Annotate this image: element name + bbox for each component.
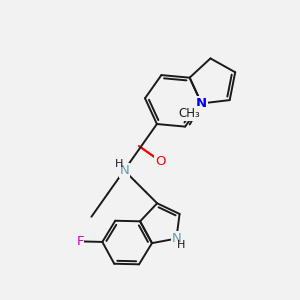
- Text: H: H: [177, 240, 185, 250]
- Text: O: O: [155, 154, 166, 168]
- Text: CH₃: CH₃: [179, 107, 201, 120]
- Text: N: N: [172, 232, 181, 245]
- Text: N: N: [196, 97, 207, 110]
- Text: N: N: [119, 164, 129, 177]
- Text: H: H: [115, 159, 123, 169]
- Text: F: F: [76, 235, 84, 248]
